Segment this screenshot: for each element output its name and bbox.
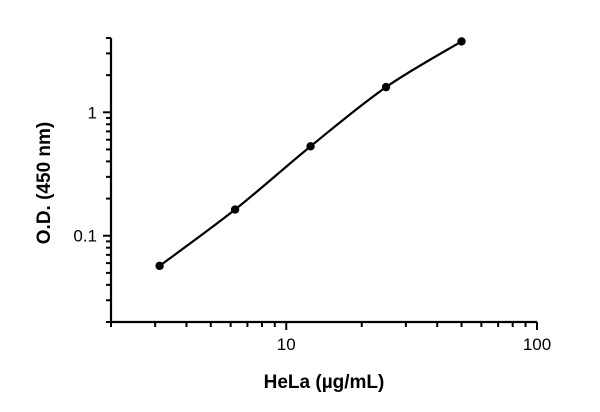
data-points	[155, 37, 466, 271]
data-point	[306, 142, 315, 151]
axes	[109, 38, 537, 324]
x-axis-label: HeLa (µg/mL)	[264, 372, 385, 393]
data-point	[457, 37, 466, 46]
fit-curve	[158, 40, 463, 267]
y-tick-label: 0.1	[73, 227, 97, 246]
x-axis-ticks: 10 100	[110, 322, 551, 354]
data-point	[381, 82, 391, 92]
y-axis-ticks: 0.11	[73, 37, 111, 323]
data-point	[230, 205, 240, 214]
y-axis-label: O.D. (450 nm)	[34, 122, 55, 244]
x-tick-label: 100	[523, 335, 551, 354]
data-point	[155, 261, 164, 271]
y-tick-label: 1	[88, 103, 97, 122]
x-tick-label: 10	[277, 335, 296, 354]
